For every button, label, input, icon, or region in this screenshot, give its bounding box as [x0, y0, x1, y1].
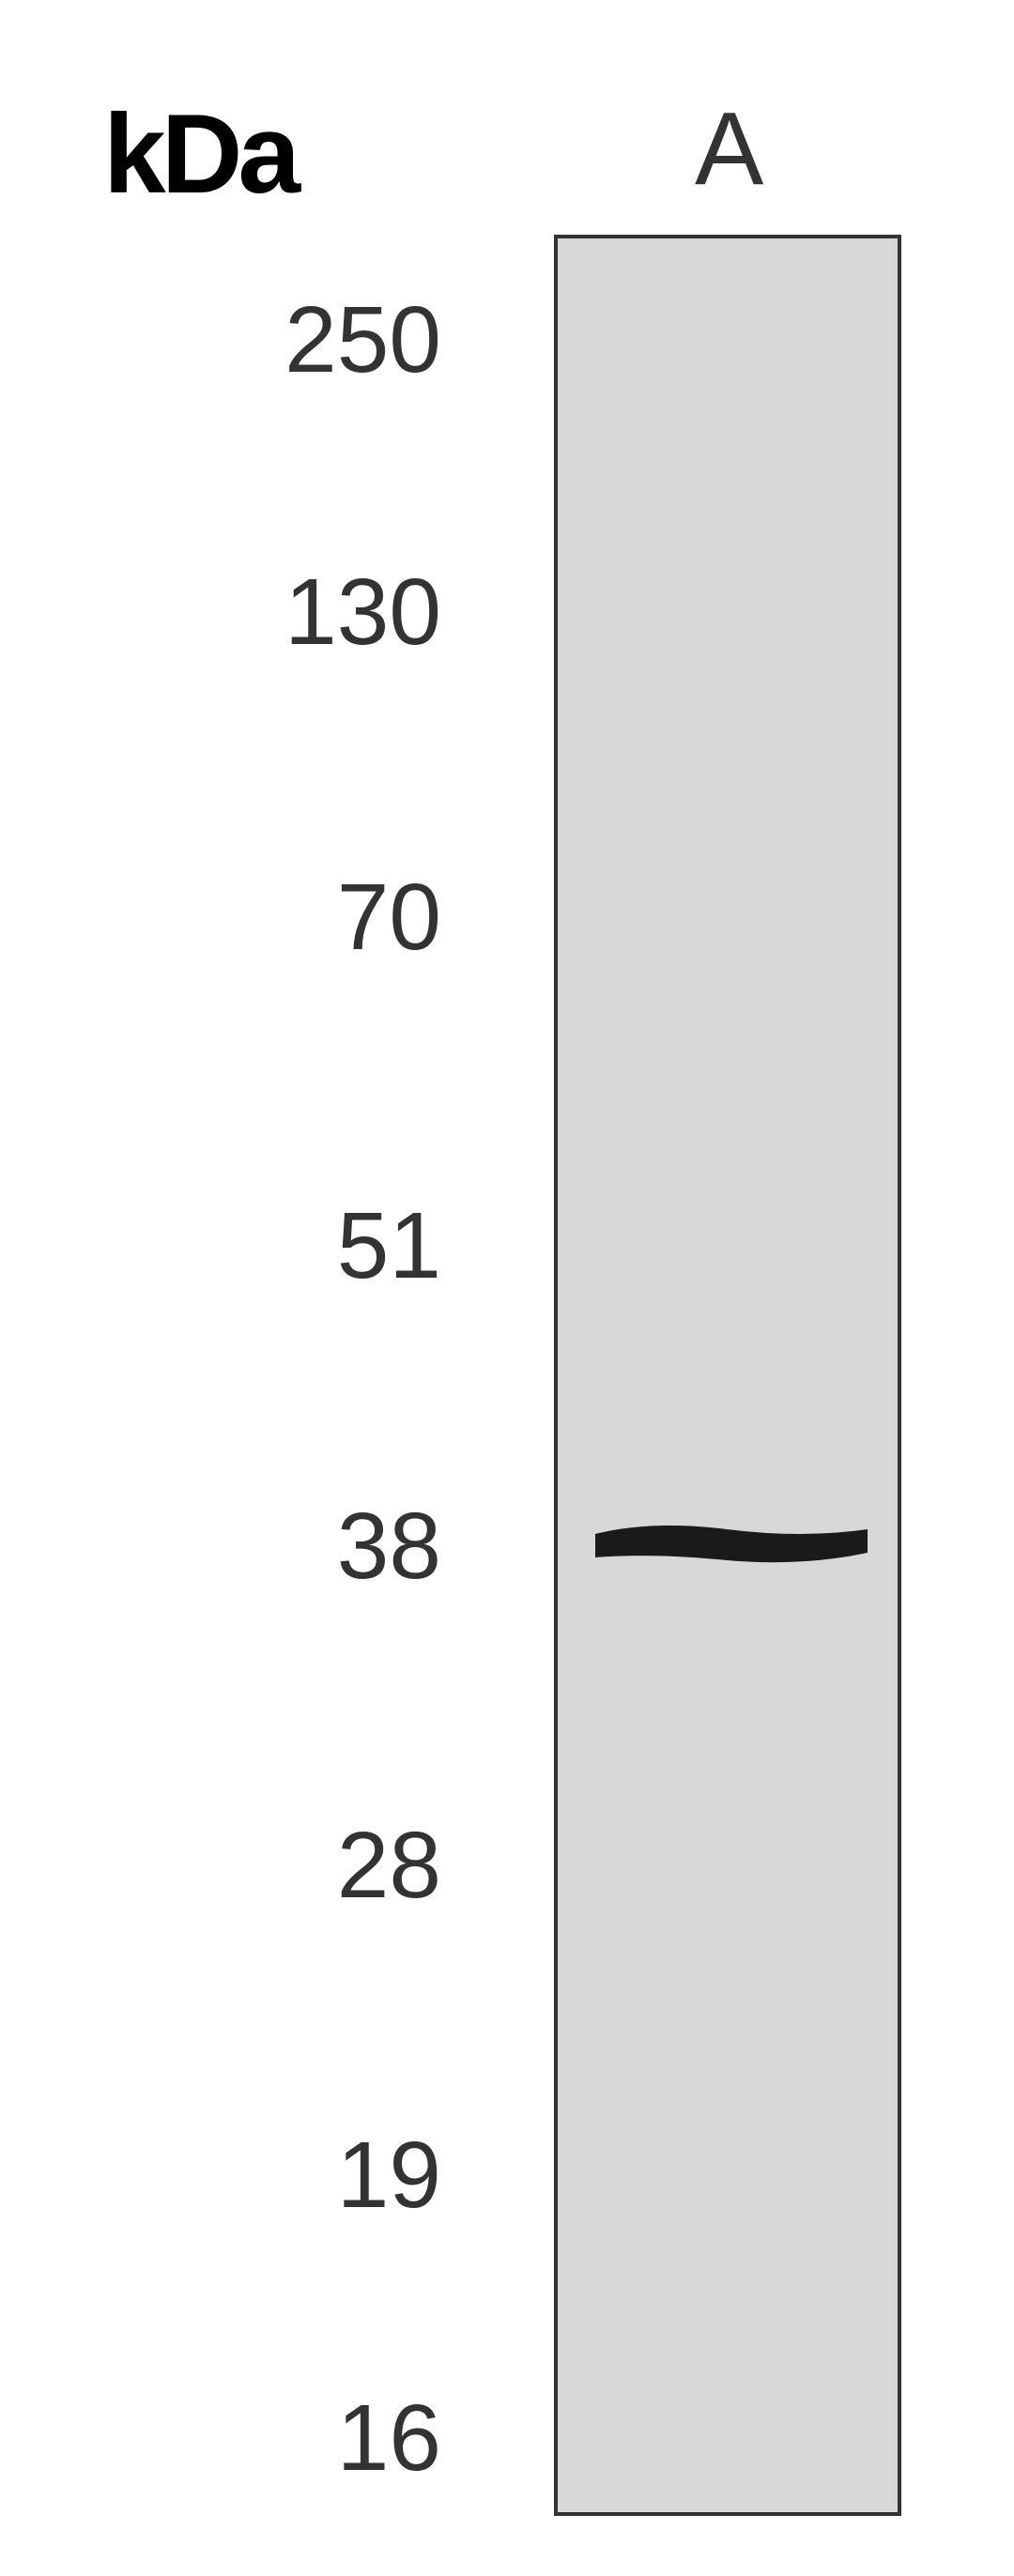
marker-250: 250 — [160, 286, 441, 394]
unit-label: kDa — [103, 89, 296, 219]
marker-130: 130 — [160, 559, 441, 667]
marker-38: 38 — [160, 1493, 441, 1601]
marker-70: 70 — [160, 864, 441, 972]
lane-a-label: A — [695, 89, 763, 208]
marker-19: 19 — [160, 2122, 441, 2230]
protein-band — [558, 1506, 905, 1581]
marker-51: 51 — [160, 1192, 441, 1300]
western-blot-container: kDa A 250 130 70 51 38 28 19 16 — [0, 0, 1014, 2576]
lane-a — [554, 235, 901, 2516]
marker-28: 28 — [160, 1812, 441, 1920]
marker-16: 16 — [160, 2384, 441, 2492]
